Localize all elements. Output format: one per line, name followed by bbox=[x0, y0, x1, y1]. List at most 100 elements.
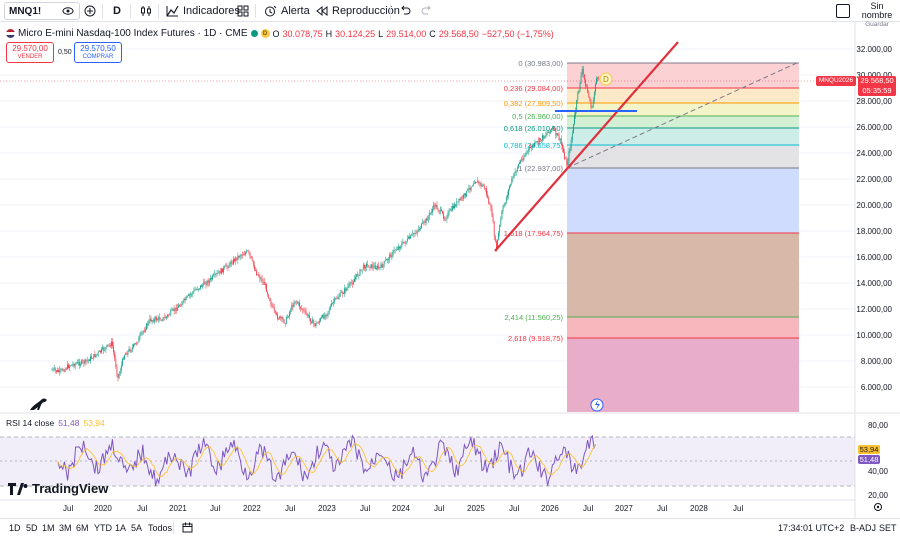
rsi-legend[interactable]: RSI 14 close 51,48 53,94 bbox=[6, 418, 105, 428]
buy-button[interactable]: 29.570,50 COMPRAR bbox=[74, 42, 122, 63]
range-ytd[interactable]: YTD bbox=[94, 523, 112, 533]
time-tick: 2022 bbox=[243, 504, 261, 513]
candle-body bbox=[97, 351, 99, 354]
candle-body bbox=[213, 275, 215, 276]
alert-button[interactable]: Alerta bbox=[264, 0, 310, 22]
range-5d[interactable]: 5D bbox=[26, 523, 38, 533]
candle-body bbox=[344, 288, 345, 294]
candle-body bbox=[166, 316, 167, 319]
candle-body bbox=[535, 141, 537, 143]
candle-body bbox=[168, 314, 169, 316]
session-toggle[interactable]: SET bbox=[879, 523, 897, 533]
candle-body bbox=[580, 74, 582, 84]
candle-body bbox=[295, 301, 297, 302]
candle-body bbox=[65, 368, 67, 370]
candle-body bbox=[240, 254, 242, 256]
candle-body bbox=[458, 198, 460, 202]
candle-body bbox=[362, 265, 364, 270]
candle-body bbox=[520, 160, 521, 163]
dividend-marker-icon[interactable] bbox=[599, 72, 613, 86]
redo-icon[interactable] bbox=[421, 0, 433, 22]
candle-body bbox=[60, 369, 62, 371]
undo-icon[interactable] bbox=[399, 0, 411, 22]
symbol-title[interactable]: Micro E-mini Nasdaq-100 Index Futures · … bbox=[18, 28, 248, 39]
range-6m[interactable]: 6M bbox=[76, 523, 89, 533]
range-1y[interactable]: 1A bbox=[115, 523, 127, 533]
candle-body bbox=[463, 194, 464, 199]
candle-body bbox=[105, 346, 107, 350]
date-range-icon[interactable] bbox=[182, 522, 193, 535]
clock-display[interactable]: 17:34:01 UTC+2 bbox=[778, 523, 845, 533]
candle-body bbox=[300, 306, 301, 309]
layout-name-button[interactable]: Sin nombre Guardar bbox=[856, 2, 898, 29]
candle-body bbox=[392, 250, 394, 256]
symbol-search[interactable]: MNQ1! bbox=[4, 2, 80, 20]
candle-body bbox=[299, 302, 300, 307]
range-3m[interactable]: 3M bbox=[59, 523, 72, 533]
candle-body bbox=[139, 334, 141, 338]
add-symbol-icon[interactable] bbox=[84, 0, 96, 22]
range-5y[interactable]: 5A bbox=[131, 523, 143, 533]
candle-body bbox=[245, 252, 246, 255]
search-icon[interactable] bbox=[62, 0, 74, 22]
candle-body bbox=[412, 233, 414, 235]
fib-zone-05-0618 bbox=[567, 116, 799, 128]
candle-body bbox=[536, 141, 538, 142]
range-1m[interactable]: 1M bbox=[42, 523, 55, 533]
sell-button[interactable]: 29.570,00 VENDER bbox=[6, 42, 54, 63]
candle-body bbox=[482, 184, 484, 187]
price-tick: 16.000,00 bbox=[856, 253, 892, 262]
fib-zone-1618-2414 bbox=[567, 233, 799, 317]
candle-body bbox=[145, 329, 146, 332]
candle-body bbox=[519, 162, 520, 164]
candle-body bbox=[464, 193, 465, 195]
candle-body bbox=[109, 344, 111, 347]
candle-body bbox=[389, 254, 391, 260]
candle-body bbox=[478, 180, 480, 184]
candle-body bbox=[544, 135, 546, 139]
candle-body bbox=[542, 135, 543, 141]
candle-body bbox=[455, 204, 457, 207]
candle-body bbox=[562, 144, 563, 149]
candle-body bbox=[512, 177, 514, 179]
candle-body bbox=[134, 344, 135, 345]
time-tick: Jul bbox=[434, 504, 445, 513]
adjustment-toggle[interactable]: B-ADJ bbox=[850, 523, 877, 533]
candle-body bbox=[360, 269, 362, 271]
layout-checkbox-icon[interactable] bbox=[836, 4, 850, 18]
price-tick: 14.000,00 bbox=[856, 279, 892, 288]
dino-icon[interactable] bbox=[30, 398, 47, 411]
rsi-tick: 20,00 bbox=[867, 491, 888, 500]
candle-body bbox=[123, 358, 124, 360]
candle-body bbox=[135, 343, 136, 345]
layout-icon[interactable] bbox=[237, 0, 249, 22]
candle-body bbox=[262, 281, 264, 283]
candle-body bbox=[272, 305, 274, 308]
candle-body bbox=[173, 309, 175, 311]
range-1d[interactable]: 1D bbox=[9, 523, 21, 533]
candle-body bbox=[555, 129, 557, 136]
chart-type-icon[interactable] bbox=[140, 0, 152, 22]
candle-body bbox=[499, 225, 501, 233]
time-tick: Jul bbox=[657, 504, 668, 513]
candle-body bbox=[320, 318, 321, 321]
indicators-button[interactable]: Indicadores bbox=[166, 0, 240, 22]
replay-button[interactable]: Reproducción bbox=[316, 0, 400, 22]
interval-button[interactable]: D bbox=[113, 5, 121, 17]
candle-body bbox=[369, 267, 371, 269]
candle-body bbox=[98, 350, 100, 352]
candle-body bbox=[124, 355, 125, 360]
time-tick: Jul bbox=[210, 504, 221, 513]
candle-body bbox=[498, 232, 499, 240]
candle-body bbox=[216, 273, 218, 274]
range-all[interactable]: Todos bbox=[148, 523, 173, 533]
candle-body bbox=[284, 323, 286, 324]
candle-body bbox=[465, 193, 466, 197]
settings-gear-icon[interactable] bbox=[873, 502, 883, 515]
tradingview-logo[interactable]: TradingView bbox=[8, 481, 108, 496]
candle-body bbox=[64, 368, 66, 372]
price-tick: 20.000,00 bbox=[856, 201, 892, 210]
candle-body bbox=[140, 332, 142, 335]
candle-body bbox=[150, 318, 152, 322]
